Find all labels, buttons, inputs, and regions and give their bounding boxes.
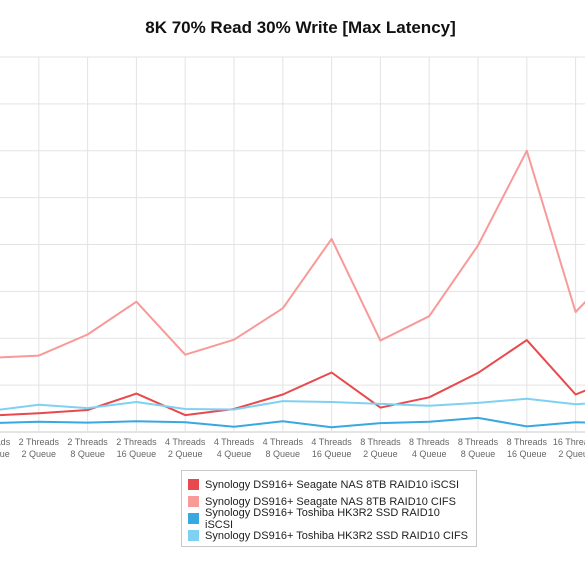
x-tick-label: 8 Threads [458,437,499,447]
x-tick-label: 2 Threads [116,437,157,447]
legend-label: Synology DS916+ Seagate NAS 8TB RAID10 C… [205,495,456,508]
x-tick-label: 16 Queue [312,449,352,459]
chart-title: 8K 70% Read 30% Write [Max Latency] [145,18,456,37]
legend-label: Synology DS916+ Toshiba HK3R2 SSD RAID10… [205,506,440,531]
legend-swatch [188,530,199,541]
x-tick-label: 4 Queue [412,449,447,459]
x-tick-label: 8 Threads [409,437,450,447]
x-tick-label: 4 Threads [214,437,255,447]
x-tick-label: 2 Queue [22,449,57,459]
x-tick-label: 8 Queue [266,449,301,459]
series-line-2 [0,149,585,359]
series-line-4 [0,397,585,411]
legend-item: Synology DS916+ Toshiba HK3R2 SSD RAID10… [188,507,470,531]
legend-item: Synology DS916+ Toshiba HK3R2 SSD RAID10… [188,527,470,544]
x-tick-label: 4 Threads [311,437,352,447]
x-tick-label: 2 Queue [558,449,585,459]
x-tick-label: 8 Threads [360,437,401,447]
line-chart: 1 Threads 16 Queue 2 Threads 2 Queue 2 Threa… [0,56,585,459]
x-tick-label: 2 Threads [67,437,108,447]
x-tick-label: 2 Queue [363,449,398,459]
legend-item: Synology DS916+ Seagate NAS 8TB RAID10 C… [188,493,470,510]
x-tick-label: 8 Queue [70,449,105,459]
x-tick-label: 8 Threads [507,437,548,447]
x-tick-label: 4 Threads [263,437,304,447]
x-tick-label: 1 Threads [0,437,11,447]
x-tick-label: 2 Queue [168,449,203,459]
x-tick-label: 16 Threads [553,437,585,447]
x-tick-label: 16 Queue [0,449,10,459]
legend-item: Synology DS916+ Seagate NAS 8TB RAID10 i… [188,476,470,493]
x-tick-label: 4 Threads [165,437,206,447]
series-line-3 [0,416,585,429]
legend-swatch [188,513,199,524]
chart-legend: Synology DS916+ Seagate NAS 8TB RAID10 i… [181,470,477,547]
x-tick-label: 8 Queue [461,449,496,459]
x-tick-label: 2 Threads [19,437,60,447]
legend-label: Synology DS916+ Toshiba HK3R2 SSD RAID10… [205,529,469,542]
x-tick-label: 16 Queue [117,449,157,459]
legend-label: Synology DS916+ Seagate NAS 8TB RAID10 i… [205,478,460,491]
x-tick-label: 16 Queue [507,449,547,459]
x-tick-label: 4 Queue [217,449,252,459]
legend-swatch [188,496,199,507]
legend-swatch [188,479,199,490]
